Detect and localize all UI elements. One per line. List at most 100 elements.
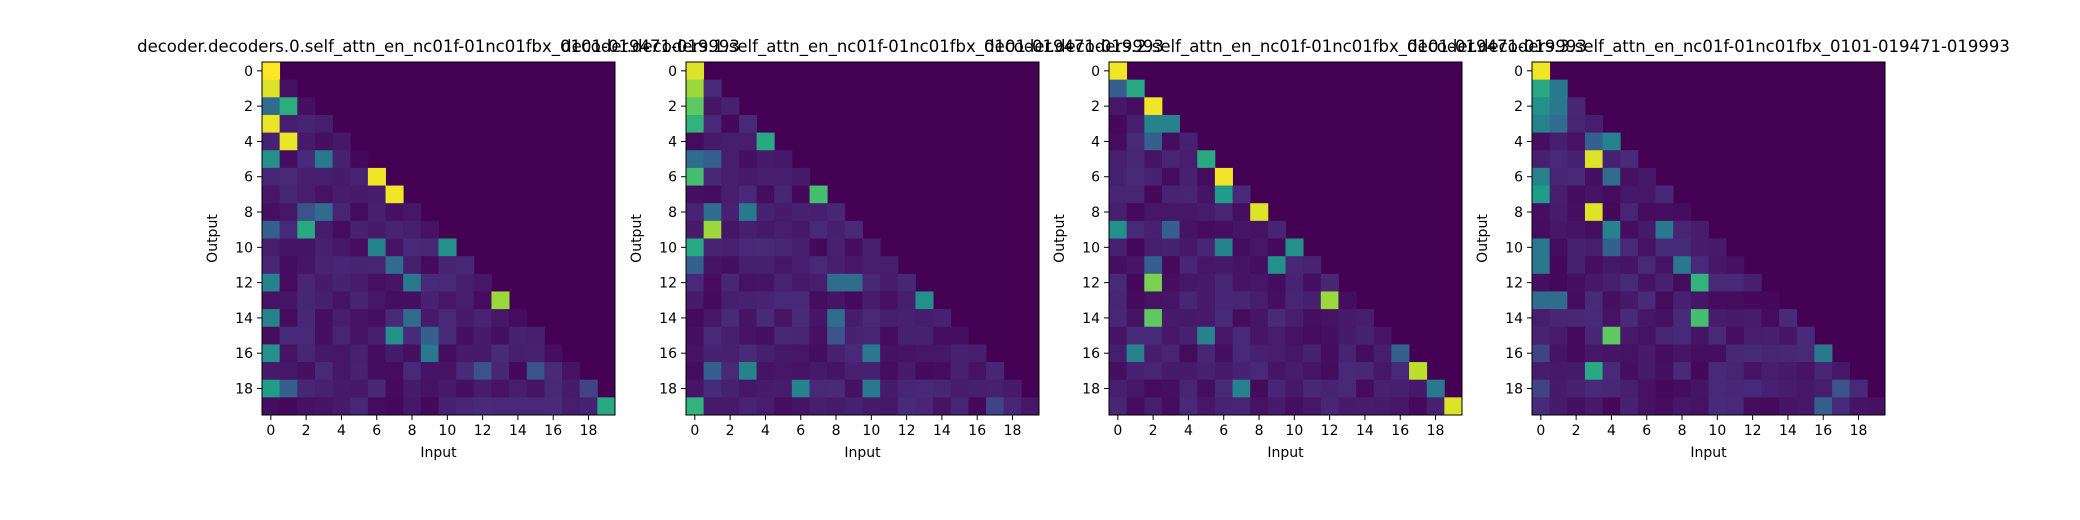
heatmap-cell <box>1391 379 1410 398</box>
heatmap-cell <box>350 326 369 345</box>
heatmap-cell <box>1743 344 1762 363</box>
heatmap-cell <box>738 344 757 363</box>
heatmap-cell <box>262 167 281 186</box>
heatmap-cell <box>897 362 916 381</box>
heatmap-cell <box>1320 362 1339 381</box>
heatmap-cell <box>809 344 828 363</box>
heatmap-cell <box>1409 397 1428 416</box>
heatmap-cell <box>791 362 810 381</box>
y-tick-label: 4 <box>1091 134 1100 150</box>
heatmap-cell <box>1549 256 1568 275</box>
heatmap-cell <box>350 397 369 416</box>
heatmap-cell <box>721 309 740 328</box>
x-tick-label: 14 <box>1779 423 1797 439</box>
heatmap-cell <box>1161 220 1180 239</box>
heatmap-cell <box>1620 150 1639 169</box>
heatmap-cell <box>686 291 705 310</box>
heatmap-cell <box>262 238 281 257</box>
heatmap-cell <box>385 203 404 222</box>
heatmap-cell <box>986 362 1005 381</box>
heatmap-cell <box>791 203 810 222</box>
heatmap-cell <box>1267 379 1286 398</box>
heatmap-cell <box>262 220 281 239</box>
heatmap-cell <box>738 167 757 186</box>
heatmap-cell <box>1584 220 1603 239</box>
heatmap-cell <box>1109 150 1128 169</box>
heatmap-cell <box>1267 238 1286 257</box>
heatmap-cell <box>703 97 722 116</box>
heatmap-cell <box>1602 220 1621 239</box>
heatmap-cell <box>1126 132 1145 151</box>
heatmap-cell <box>526 326 545 345</box>
y-tick-label: 8 <box>244 205 253 221</box>
heatmap-cell <box>1796 326 1815 345</box>
heatmap-cell <box>1849 379 1868 398</box>
heatmap-cell <box>1214 397 1233 416</box>
heatmap-cell <box>544 397 563 416</box>
heatmap-cell <box>1109 185 1128 204</box>
heatmap-cell <box>1708 397 1727 416</box>
heatmap-cell <box>1144 344 1163 363</box>
heatmap-cell <box>1708 344 1727 363</box>
heatmap-cell <box>279 326 298 345</box>
heatmap-cell <box>1126 185 1145 204</box>
heatmap-cell <box>332 203 351 222</box>
heatmap-cell <box>314 220 333 239</box>
heatmap-cell <box>1161 362 1180 381</box>
heatmap-cell <box>526 397 545 416</box>
heatmap-cell <box>297 256 316 275</box>
heatmap-cell <box>1584 291 1603 310</box>
x-tick-label: 12 <box>898 423 916 439</box>
heatmap-cell <box>1391 344 1410 363</box>
heatmap-cell <box>297 291 316 310</box>
heatmap-cell <box>491 344 510 363</box>
heatmap-cell <box>279 185 298 204</box>
heatmap-cell <box>827 344 846 363</box>
x-tick-label: 0 <box>266 423 275 439</box>
y-axis-label: Output <box>1475 214 1491 263</box>
heatmap-cell <box>438 309 457 328</box>
heatmap-cell <box>1796 397 1815 416</box>
heatmap-cell <box>1109 203 1128 222</box>
heatmap-cell <box>367 326 386 345</box>
heatmap-cell <box>403 397 422 416</box>
heatmap-cell <box>456 326 475 345</box>
heatmap-cell <box>1126 256 1145 275</box>
heatmap-cell <box>986 379 1005 398</box>
heatmap-cell <box>1655 185 1674 204</box>
heatmap-cell <box>297 326 316 345</box>
heatmap-cell <box>279 309 298 328</box>
axes-frame <box>1531 61 1886 416</box>
heatmap-cell <box>1673 220 1692 239</box>
heatmap-cell <box>809 203 828 222</box>
heatmap-cell <box>1179 220 1198 239</box>
heatmap-cell <box>686 114 705 133</box>
heatmap-cell <box>279 344 298 363</box>
heatmap-cell <box>1673 379 1692 398</box>
heatmap-cell <box>1637 362 1656 381</box>
heatmap-cell <box>1690 291 1709 310</box>
heatmap-cell <box>862 397 881 416</box>
heatmap-cell <box>1109 291 1128 310</box>
heatmap-cell <box>1637 256 1656 275</box>
heatmap-cell <box>1584 362 1603 381</box>
heatmap-cell <box>968 344 987 363</box>
y-tick-label: 6 <box>244 170 253 186</box>
x-tick-label: 8 <box>408 423 417 439</box>
heatmap-cell <box>721 220 740 239</box>
heatmap-cell <box>1126 167 1145 186</box>
y-tick-label: 14 <box>235 311 253 327</box>
heatmap-cell <box>262 397 281 416</box>
heatmap-cell <box>1426 379 1445 398</box>
x-tick-label: 16 <box>544 423 562 439</box>
heatmap-cell <box>1620 362 1639 381</box>
heatmap-cell <box>738 114 757 133</box>
heatmap-cell <box>1673 291 1692 310</box>
heatmap-cell <box>1637 220 1656 239</box>
heatmap-cell <box>1567 326 1586 345</box>
heatmap-cell <box>579 379 598 398</box>
heatmap-cell <box>403 291 422 310</box>
heatmap-cell <box>1743 397 1762 416</box>
heatmap-cell <box>1161 185 1180 204</box>
heatmap-cell <box>1567 397 1586 416</box>
